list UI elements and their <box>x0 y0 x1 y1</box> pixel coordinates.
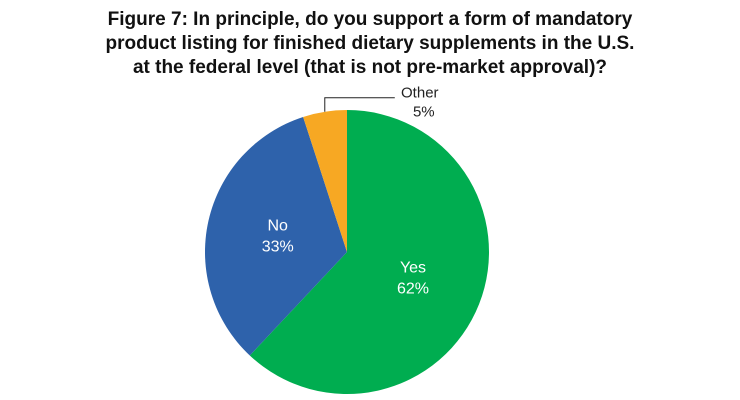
slice-label: No <box>267 218 288 235</box>
leader-line <box>324 97 395 112</box>
slice-label: Other <box>401 85 439 102</box>
pie-slice <box>204 116 347 356</box>
value-label: 5% <box>413 104 435 121</box>
slice-label: Yes <box>400 259 426 276</box>
chart-title: product listing for finished dietary sup… <box>106 33 635 54</box>
value-label: 62% <box>397 280 429 297</box>
value-label: 33% <box>262 239 294 256</box>
chart-title: at the federal level (that is not pre-ma… <box>133 57 607 78</box>
pie-slice <box>249 110 490 394</box>
pie-slice <box>303 110 347 252</box>
chart-title: Figure 7: In principle, do you support a… <box>108 9 633 30</box>
